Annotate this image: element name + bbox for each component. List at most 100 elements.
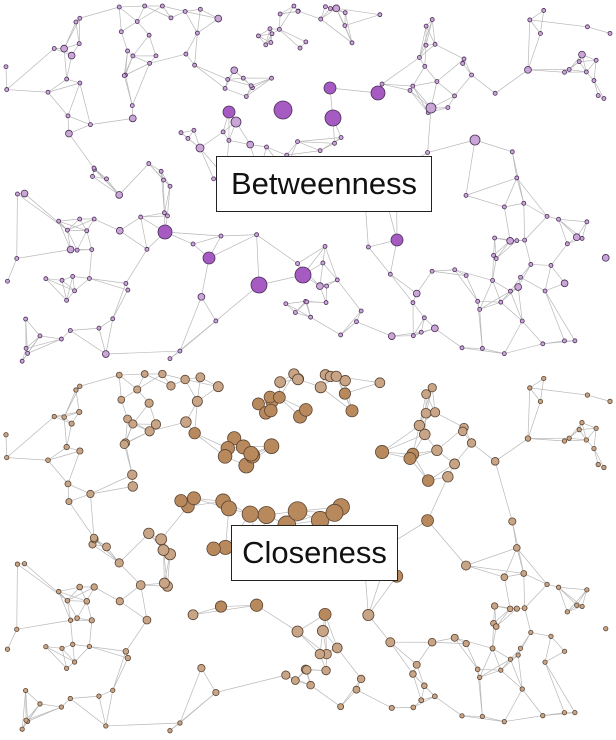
betweenness-edge xyxy=(192,235,222,245)
betweenness-edge xyxy=(21,335,41,362)
betweenness-node xyxy=(110,316,116,322)
closeness-node xyxy=(45,457,51,463)
betweenness-edge xyxy=(169,320,217,359)
closeness-node xyxy=(241,505,259,523)
betweenness-edge xyxy=(215,284,260,322)
betweenness-edge xyxy=(201,257,210,297)
betweenness-node xyxy=(334,277,340,283)
betweenness-edge xyxy=(344,12,353,43)
closeness-edge xyxy=(215,674,286,693)
betweenness-node xyxy=(65,129,73,138)
betweenness-node xyxy=(332,4,341,13)
closeness-edge xyxy=(86,601,93,621)
closeness-edge xyxy=(340,678,362,707)
closeness-node xyxy=(517,645,524,651)
betweenness-edge xyxy=(564,61,580,73)
betweenness-node xyxy=(493,256,499,261)
closeness-node xyxy=(188,427,201,440)
closeness-edge xyxy=(482,716,505,722)
closeness-node xyxy=(403,452,417,465)
betweenness-edge xyxy=(297,141,321,151)
betweenness-edge xyxy=(45,278,75,292)
betweenness-edge xyxy=(90,118,133,125)
betweenness-edge xyxy=(544,290,565,342)
betweenness-edge xyxy=(286,141,298,156)
betweenness-edge xyxy=(279,29,301,49)
betweenness-node xyxy=(332,140,337,146)
betweenness-edge xyxy=(227,77,244,80)
betweenness-node xyxy=(191,127,197,133)
closeness-edge xyxy=(530,632,552,637)
betweenness-node xyxy=(77,216,83,222)
betweenness-node xyxy=(324,283,330,289)
closeness-edge xyxy=(529,378,544,389)
betweenness-node xyxy=(431,324,439,333)
betweenness-edge xyxy=(479,290,511,310)
betweenness-edge xyxy=(390,273,414,303)
closeness-node xyxy=(583,437,589,443)
closeness-edge xyxy=(495,608,511,627)
betweenness-edge xyxy=(322,246,326,263)
betweenness-node xyxy=(65,227,70,233)
betweenness-edge xyxy=(527,19,531,70)
betweenness-edge xyxy=(461,347,505,354)
betweenness-edge xyxy=(579,59,597,62)
closeness-node xyxy=(544,581,550,587)
closeness-node xyxy=(70,641,76,647)
closeness-edge xyxy=(54,416,72,424)
closeness-edge xyxy=(504,688,523,722)
betweenness-edge xyxy=(320,18,353,44)
closeness-edge xyxy=(256,604,298,632)
betweenness-edge xyxy=(201,296,217,322)
closeness-edge xyxy=(47,446,67,461)
betweenness-edge xyxy=(148,163,162,172)
betweenness-edge xyxy=(164,186,171,213)
betweenness-edge xyxy=(504,320,523,354)
closeness-node xyxy=(542,659,548,665)
closeness-node xyxy=(220,500,237,517)
betweenness-node xyxy=(544,213,550,219)
closeness-edge xyxy=(21,690,26,730)
betweenness-node xyxy=(358,308,364,314)
closeness-node xyxy=(537,398,544,405)
betweenness-edge xyxy=(185,11,219,19)
betweenness-node xyxy=(576,59,582,65)
closeness-edge xyxy=(79,374,120,387)
closeness-node xyxy=(566,435,572,441)
closeness-node xyxy=(72,659,78,665)
betweenness-node xyxy=(501,351,507,357)
betweenness-node xyxy=(197,293,206,301)
closeness-node xyxy=(409,670,417,678)
closeness-node xyxy=(150,419,162,430)
betweenness-edge xyxy=(329,87,379,94)
closeness-edge xyxy=(504,715,543,722)
closeness-edge xyxy=(16,619,71,630)
closeness-edge xyxy=(567,606,583,613)
betweenness-node xyxy=(96,325,102,331)
betweenness-edge xyxy=(510,291,523,322)
betweenness-node xyxy=(410,83,416,89)
betweenness-edge xyxy=(67,229,87,232)
betweenness-edge xyxy=(63,48,68,80)
betweenness-node xyxy=(541,8,547,13)
betweenness-node xyxy=(91,216,97,222)
betweenness-edge xyxy=(67,82,81,116)
closeness-edge xyxy=(516,547,548,585)
betweenness-edge xyxy=(424,45,427,67)
closeness-edge xyxy=(58,591,71,621)
closeness-edge xyxy=(6,416,55,458)
closeness-node xyxy=(579,603,585,610)
betweenness-node xyxy=(540,341,546,347)
betweenness-node xyxy=(407,88,413,93)
closeness-node xyxy=(263,438,280,454)
closeness-node xyxy=(76,408,83,416)
closeness-node xyxy=(356,674,366,684)
closeness-node xyxy=(420,407,432,419)
closeness-node xyxy=(412,660,421,669)
betweenness-node xyxy=(318,16,324,22)
betweenness-edge xyxy=(185,8,201,12)
closeness-label: Closeness xyxy=(231,525,398,581)
closeness-node xyxy=(61,414,67,420)
betweenness-edge xyxy=(319,262,324,287)
betweenness-edge xyxy=(279,29,307,43)
